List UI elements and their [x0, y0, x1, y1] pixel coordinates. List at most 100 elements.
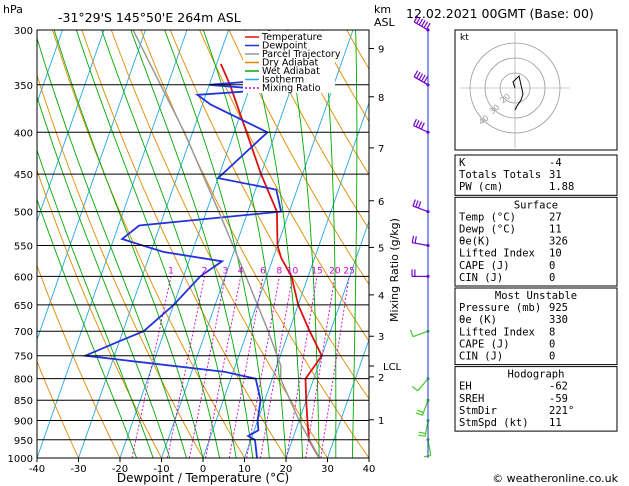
table-section-title: Most Unstable [495, 290, 577, 302]
table-row-value: 330 [549, 314, 568, 326]
mixing-ratio-label: 2 [202, 266, 208, 276]
pressure-tick-label: 1000 [8, 454, 33, 465]
wind-barb [410, 329, 430, 338]
pressure-tick-label: 950 [14, 436, 33, 447]
legend-entry: Parcel Trajectory [262, 49, 341, 60]
wind-barb-feather [421, 74, 426, 82]
wet-adiabat-line [37, 36, 187, 458]
x-tick-label: 20 [280, 464, 293, 475]
wind-barb-feather [426, 22, 431, 30]
pressure-tick-label: 450 [14, 170, 33, 181]
wind-barb-feather [411, 385, 419, 392]
table-row-name: StmDir [459, 405, 497, 417]
pressure-tick-label: 850 [14, 396, 33, 407]
mixing-ratio-line [188, 276, 226, 458]
wind-barb-staff [413, 21, 429, 31]
km-tick-label: 1 [378, 416, 384, 427]
table-row-name: θe (K) [459, 314, 497, 326]
wind-barb [411, 269, 430, 279]
wind-barb [411, 377, 430, 392]
wind-barb-feather [411, 235, 415, 243]
x-tick-label: 30 [321, 464, 334, 475]
wind-barb-feather [423, 454, 431, 458]
isotherm-line [37, 30, 188, 458]
mixing-ratio-line [205, 276, 242, 458]
x-tick-label: 10 [238, 464, 251, 475]
table-row-name: SREH [459, 393, 484, 405]
table-section-title: Surface [514, 199, 558, 211]
datetime-label: 12.02.2021 00GMT (Base: 00) [406, 6, 594, 21]
isotherm-line [78, 30, 229, 458]
wind-barb [412, 199, 430, 214]
pressure-tick-label: 800 [14, 375, 33, 386]
asl-label: ASL [374, 16, 396, 29]
table-row-value: 0 [549, 338, 555, 350]
wind-barb-feather [420, 122, 425, 130]
mixing-ratio-label: 25 [343, 266, 354, 276]
mixing-ratio-label: 3 [223, 266, 229, 276]
pressure-ticks: 300 350 400 450 500 550 600 650 700 750 800 850 900 9… [8, 26, 33, 465]
isotherm-line [285, 219, 369, 458]
x-tick-label: -30 [70, 464, 86, 475]
km-tick-label: 9 [378, 44, 384, 55]
table-row-value: 0 [549, 272, 555, 284]
table-row-value: -4 [549, 157, 562, 169]
wind-barb-feather [417, 201, 422, 209]
mixing-ratio-line [246, 276, 280, 458]
wind-barb-feather [415, 412, 423, 416]
wind-barb-staff [412, 330, 429, 338]
mixing-ratio-line [260, 276, 293, 458]
isotherm-line [161, 30, 312, 458]
table-row-value: 221° [549, 405, 574, 417]
mixing-ratio-labels: 1 2 3 4 6 8 10 15 20 25 [168, 266, 355, 276]
table-section [454, 154, 618, 196]
wind-barb-feather [416, 71, 421, 79]
wind-barb-feather [416, 17, 421, 24]
mixing-ratio-line [320, 276, 350, 458]
mixing-ratio-axis-label: Mixing Ratio (g/kg) [388, 218, 401, 322]
table-row-name: CAPE (J) [459, 338, 510, 350]
table-section [454, 366, 618, 432]
wet-adiabat-line [322, 30, 337, 458]
wind-barb-feather [423, 21, 429, 29]
x-tick-label: -10 [153, 464, 169, 475]
legend-entry: Isotherm [262, 75, 304, 86]
x-tick-label: -20 [112, 464, 128, 475]
wind-barb-staff [417, 378, 429, 392]
mixing-ratio-line [305, 276, 336, 458]
table-row-value: 11 [549, 224, 562, 236]
table-row-value: 8 [549, 326, 555, 338]
hpa-label: hPa [3, 3, 23, 16]
pressure-tick-label: 400 [14, 128, 33, 139]
wind-barb-feather [416, 409, 424, 414]
table-row-name: θe(K) [459, 236, 491, 248]
mixing-ratio-label: 1 [168, 266, 174, 276]
table-row-name: CIN (J) [459, 351, 503, 363]
x-tick-label: 40 [363, 464, 376, 475]
x-tick-label: -40 [29, 464, 45, 475]
pressure-tick-label: 900 [14, 417, 33, 428]
table-row-value: 27 [549, 211, 562, 223]
table-section-title: Hodograph [508, 369, 565, 381]
mixing-ratio-label: 6 [260, 266, 266, 276]
wind-barb-feather [415, 200, 419, 208]
hodograph-frame [454, 29, 618, 151]
pressure-tick-label: 300 [14, 26, 33, 37]
pressure-tick-label: 750 [14, 352, 33, 363]
table-row-value: 31 [549, 169, 562, 181]
wind-barb [412, 118, 430, 134]
wind-barb [423, 438, 432, 458]
copyright: © weatheronline.co.uk [492, 472, 618, 485]
table-row-name: StmSpd (kt) [459, 417, 529, 429]
hodograph-trace [512, 75, 524, 111]
mixing-ratio-label: 15 [311, 266, 322, 276]
km-tick-label: 6 [378, 197, 384, 208]
table-row-value: 0 [549, 260, 555, 272]
table-row-name: Totals Totals [459, 169, 541, 181]
pressure-tick-label: 600 [14, 272, 33, 283]
isotherm-line [327, 338, 369, 458]
mixing-ratio-line [286, 276, 318, 458]
stability-table: K -4 Totals Totals 31 PW (cm) 1.88 SurfaceTemp… [454, 154, 618, 432]
mixing-ratio-label: 4 [238, 266, 244, 276]
